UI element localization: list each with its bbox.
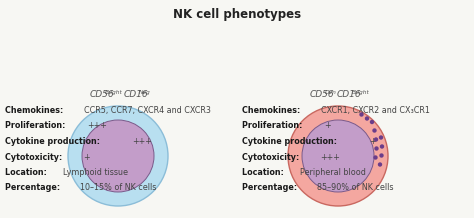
Text: Chemokines:: Chemokines:: [5, 106, 66, 115]
Text: Peripheral blood: Peripheral blood: [300, 168, 366, 177]
Text: +++: +++: [132, 137, 152, 146]
Circle shape: [379, 153, 383, 158]
Text: +++: +++: [320, 153, 340, 162]
Text: Lymphoid tissue: Lymphoid tissue: [63, 168, 128, 177]
Text: Proliferation:: Proliferation:: [5, 121, 68, 131]
Circle shape: [82, 120, 154, 192]
Circle shape: [370, 120, 374, 124]
Text: Dim: Dim: [325, 90, 337, 95]
Text: +: +: [324, 121, 330, 131]
Text: NK cell phenotypes: NK cell phenotypes: [173, 8, 301, 21]
Circle shape: [374, 155, 378, 160]
Text: +++: +++: [87, 121, 107, 131]
Circle shape: [380, 144, 384, 149]
Text: Chemokines:: Chemokines:: [242, 106, 303, 115]
Text: Cytokine production:: Cytokine production:: [5, 137, 103, 146]
Text: Proliferation:: Proliferation:: [242, 121, 305, 131]
Circle shape: [365, 116, 369, 121]
Circle shape: [372, 128, 377, 133]
Circle shape: [302, 120, 374, 192]
Circle shape: [288, 106, 388, 206]
Text: +: +: [369, 137, 375, 146]
Text: Percentage:: Percentage:: [242, 184, 300, 192]
Circle shape: [379, 135, 383, 140]
Text: Cytokine production:: Cytokine production:: [242, 137, 340, 146]
Text: Location:: Location:: [5, 168, 50, 177]
Text: CXCR1, CXCR2 and CX₃CR1: CXCR1, CXCR2 and CX₃CR1: [321, 106, 430, 115]
Text: CD56: CD56: [90, 90, 114, 99]
Text: Neg: Neg: [139, 90, 151, 95]
Text: Percentage:: Percentage:: [5, 184, 63, 192]
Text: Bright: Bright: [105, 90, 122, 95]
Text: Bright: Bright: [351, 90, 369, 95]
Circle shape: [359, 112, 364, 117]
Text: CD56: CD56: [310, 90, 334, 99]
Text: CCR5, CCR7, CXCR4 and CXCR3: CCR5, CCR7, CXCR4 and CXCR3: [84, 106, 211, 115]
Text: CD16: CD16: [336, 90, 361, 99]
Text: +: +: [83, 153, 90, 162]
Text: Cytotoxicity:: Cytotoxicity:: [242, 153, 302, 162]
Circle shape: [374, 146, 379, 151]
Text: 85–90% of NK cells: 85–90% of NK cells: [317, 184, 394, 192]
Text: CD16: CD16: [124, 90, 148, 99]
Text: Location:: Location:: [242, 168, 287, 177]
Text: Cytotoxicity:: Cytotoxicity:: [5, 153, 65, 162]
Circle shape: [374, 137, 378, 142]
Circle shape: [68, 106, 168, 206]
Text: 10–15% of NK cells: 10–15% of NK cells: [80, 184, 156, 192]
Circle shape: [378, 162, 382, 167]
